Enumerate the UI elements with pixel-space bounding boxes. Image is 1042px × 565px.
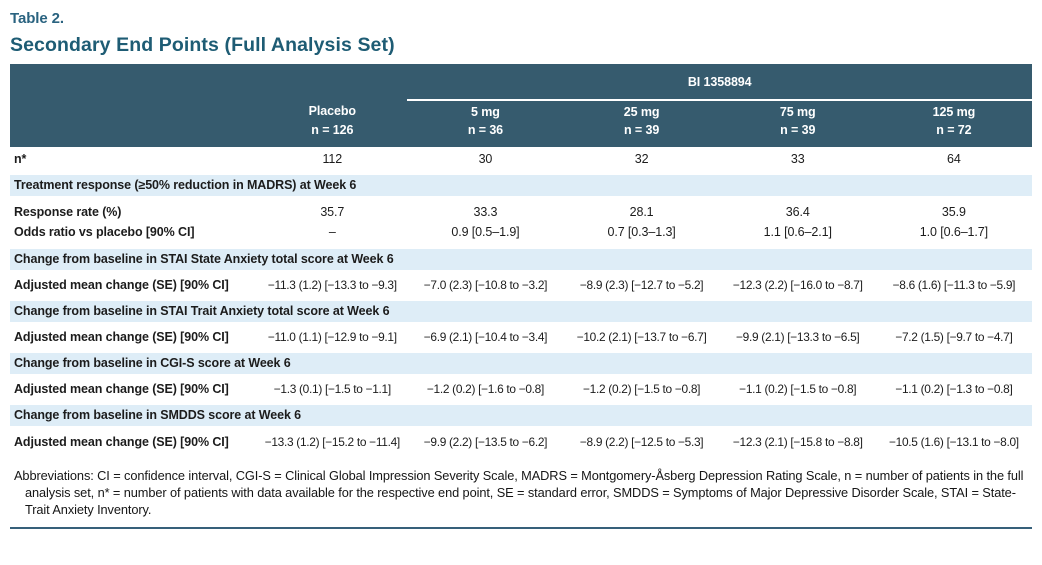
- col-n: n = 39: [623, 123, 660, 137]
- cell-value: 0.7 [0.3–1.3]: [607, 225, 676, 240]
- spanner-spacer: [10, 64, 408, 100]
- cell-value: −11.3 (1.2) [−13.3 to −9.3]: [267, 278, 397, 292]
- cell-value: 0.9 [0.5–1.9]: [451, 225, 520, 240]
- col-header-75mg: 75 mg n = 39: [719, 100, 876, 147]
- table-title: Secondary End Points (Full Analysis Set): [10, 34, 395, 56]
- cell-value: −10.5 (1.6) [−13.1 to −8.0]: [889, 434, 1019, 449]
- col-header-placebo: Placebo n = 126: [257, 100, 408, 147]
- stai-state-change-row: Adjusted mean change (SE) [90% CI] −11.3…: [10, 271, 1032, 299]
- cell-value: −1.1 (0.2) [−1.5 to −0.8]: [739, 382, 857, 396]
- cell-value: −6.9 (2.1) [−10.4 to −3.4]: [423, 330, 548, 344]
- section-band-stai-state: Change from baseline in STAI State Anxie…: [10, 245, 1032, 273]
- table-header: BI 1358894 Placebo n = 126 5 mg n = 36 2…: [10, 64, 1032, 147]
- cell-value: 1.0 [0.6–1.7]: [919, 225, 988, 240]
- bottom-rule: [10, 527, 1032, 530]
- col-label: 25 mg: [623, 104, 660, 119]
- cell-value: −9.9 (2.1) [−13.3 to −6.5]: [736, 330, 860, 344]
- row-label: Adjusted mean change (SE) [90% CI]: [14, 382, 229, 396]
- col-header-25mg: 25 mg n = 39: [563, 100, 720, 147]
- section-band-label: Change from baseline in SMDDS score at W…: [10, 401, 1032, 429]
- row-label: Adjusted mean change (SE) [90% CI]: [14, 434, 229, 449]
- cell-value: −10.2 (2.1) [−13.7 to −6.7]: [576, 330, 707, 344]
- odds-ratio-row: Odds ratio vs placebo [90% CI] – 0.9 [0.…: [10, 222, 1032, 247]
- cell-value: –: [328, 225, 336, 240]
- section-band-smdds: Change from baseline in SMDDS score at W…: [10, 401, 1032, 429]
- n-available-row: n* 112 30 32 33 64: [10, 147, 1032, 173]
- table-number: Table 2.: [10, 10, 64, 27]
- cell-value: −1.2 (0.2) [−1.6 to −0.8]: [426, 382, 544, 396]
- cell-value: 36.4: [785, 204, 810, 219]
- section-band-label: Treatment response (≥50% reduction in MA…: [10, 171, 1032, 199]
- abbreviations-footnote: Abbreviations: CI = confidence interval,…: [14, 468, 1024, 518]
- section-band-cgi-s: Change from baseline in CGI-S score at W…: [10, 349, 1032, 377]
- section-band-label: Change from baseline in CGI-S score at W…: [10, 349, 1032, 377]
- col-label: Placebo: [308, 104, 356, 119]
- col-n: n = 126: [311, 122, 354, 137]
- cell-value: −8.6 (1.6) [−11.3 to −5.9]: [892, 278, 1016, 292]
- cell-value: −9.9 (2.2) [−13.5 to −6.2]: [423, 434, 548, 449]
- cell-value: 35.9: [941, 204, 966, 219]
- cell-value: 33: [790, 152, 805, 167]
- cell-value: 28.1: [629, 204, 654, 219]
- cell-value: 30: [478, 152, 493, 167]
- cell-value: 112: [322, 152, 343, 167]
- table-body: n* 112 30 32 33 64 Treatment response (≥…: [10, 147, 1032, 455]
- cgi-s-change-row: Adjusted mean change (SE) [90% CI] −1.3 …: [10, 375, 1032, 403]
- smdds-change-row: Adjusted mean change (SE) [90% CI] −13.3…: [10, 427, 1032, 455]
- cell-value: −12.3 (2.2) [−16.0 to −8.7]: [732, 278, 863, 292]
- col-n: n = 72: [936, 123, 972, 137]
- cell-value: −13.3 (1.2) [−15.2 to −11.4]: [264, 434, 400, 449]
- cell-value: −1.2 (0.2) [−1.5 to −0.8]: [583, 382, 701, 396]
- cell-value: 32: [634, 152, 649, 167]
- col-label: 125 mg: [932, 104, 976, 119]
- cell-value: −1.3 (0.1) [−1.5 to −1.1]: [273, 382, 391, 396]
- drug-spanner-row: BI 1358894: [10, 64, 1032, 101]
- cell-value: −7.2 (1.5) [−9.7 to −4.7]: [895, 330, 1013, 344]
- cell-value: −7.0 (2.3) [−10.8 to −3.2]: [423, 278, 548, 292]
- col-header-5mg: 5 mg n = 36: [407, 100, 564, 147]
- cell-value: −1.1 (0.2) [−1.3 to −0.8]: [895, 382, 1013, 396]
- cell-value: 35.7: [320, 204, 345, 219]
- cell-value: −8.9 (2.3) [−12.7 to −5.2]: [579, 278, 704, 292]
- cell-value: −11.0 (1.1) [−12.9 to −9.1]: [267, 330, 397, 344]
- cell-value: 64: [947, 152, 961, 167]
- section-band-label: Change from baseline in STAI Trait Anxie…: [10, 297, 1032, 325]
- column-headers-row: Placebo n = 126 5 mg n = 36 25 mg n = 39…: [10, 100, 1032, 147]
- secondary-endpoints-table: BI 1358894 Placebo n = 126 5 mg n = 36 2…: [10, 64, 1032, 455]
- section-band-label: Change from baseline in STAI State Anxie…: [10, 245, 1032, 273]
- col-n: n = 36: [467, 123, 504, 137]
- row-label: Response rate (%): [14, 204, 122, 219]
- cell-value: −8.9 (2.2) [−12.5 to −5.3]: [579, 434, 704, 449]
- row-label: Adjusted mean change (SE) [90% CI]: [14, 330, 229, 344]
- response-rate-row: Response rate (%) 35.7 33.3 28.1 36.4 35…: [10, 197, 1032, 222]
- col-label: 75 mg: [779, 104, 816, 119]
- stai-trait-change-row: Adjusted mean change (SE) [90% CI] −11.0…: [10, 323, 1032, 351]
- row-label: n*: [14, 152, 27, 167]
- col-label: 5 mg: [471, 104, 500, 119]
- col-n: n = 39: [780, 123, 816, 137]
- drug-group-header: BI 1358894: [407, 64, 1032, 101]
- cell-value: 33.3: [473, 204, 498, 219]
- row-label-column-header: [10, 100, 258, 147]
- row-label: Adjusted mean change (SE) [90% CI]: [14, 278, 229, 292]
- cell-value: 1.1 [0.6–2.1]: [763, 225, 832, 240]
- cell-value: −12.3 (2.1) [−15.8 to −8.8]: [732, 434, 863, 449]
- section-band-treatment-response: Treatment response (≥50% reduction in MA…: [10, 171, 1032, 199]
- col-header-125mg: 125 mg n = 72: [875, 100, 1032, 147]
- section-band-stai-trait: Change from baseline in STAI Trait Anxie…: [10, 297, 1032, 325]
- row-label: Odds ratio vs placebo [90% CI]: [14, 225, 195, 240]
